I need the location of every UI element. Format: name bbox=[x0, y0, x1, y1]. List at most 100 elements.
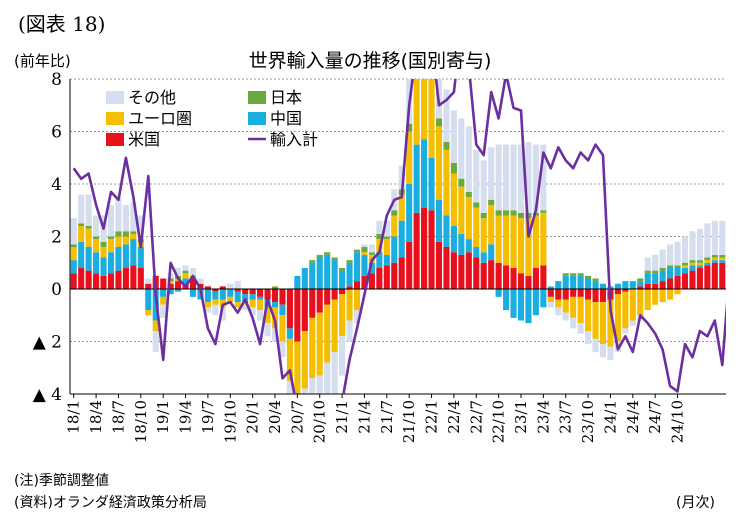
bar-other bbox=[540, 144, 547, 211]
x-tick-label: 21/1 bbox=[333, 400, 351, 434]
bar-china bbox=[681, 268, 689, 274]
bar-euro bbox=[585, 299, 592, 331]
y-tick-label: ▲ 4 bbox=[33, 385, 62, 405]
bar-us bbox=[316, 289, 323, 313]
bar-other bbox=[503, 144, 510, 211]
bar-other bbox=[465, 126, 472, 192]
bar-euro bbox=[152, 320, 159, 331]
bar-japan bbox=[346, 260, 353, 263]
bar-japan bbox=[339, 268, 346, 271]
bar-euro bbox=[599, 302, 607, 345]
bar-us bbox=[93, 273, 100, 289]
bar-china bbox=[376, 252, 383, 268]
bar-other bbox=[368, 244, 375, 253]
bar-euro bbox=[316, 312, 323, 376]
bar-china bbox=[592, 281, 599, 290]
bar-us bbox=[435, 241, 443, 289]
bar-us bbox=[689, 270, 696, 290]
bar-euro bbox=[555, 299, 562, 308]
bar-other bbox=[458, 118, 465, 179]
bar-us bbox=[719, 262, 726, 289]
bar-china bbox=[488, 244, 495, 261]
bar-euro bbox=[681, 265, 689, 269]
bar-other bbox=[197, 278, 204, 284]
bar-other bbox=[353, 310, 361, 324]
bar-euro bbox=[473, 207, 480, 247]
line-layer bbox=[72, 79, 726, 394]
bar-other bbox=[450, 110, 457, 163]
bar-euro bbox=[93, 239, 100, 253]
bar-other bbox=[286, 380, 293, 394]
bar-japan bbox=[473, 202, 480, 208]
bar-us bbox=[458, 254, 465, 290]
bar-china bbox=[339, 270, 346, 290]
bar-japan bbox=[353, 249, 361, 253]
bar-japan bbox=[592, 278, 599, 282]
bar-china bbox=[443, 215, 450, 247]
bar-japan bbox=[115, 231, 122, 237]
bar-japan bbox=[450, 163, 457, 174]
x-tick-label: 21/10 bbox=[400, 400, 418, 443]
bar-us bbox=[353, 281, 361, 290]
bar-china bbox=[234, 291, 241, 303]
bar-other bbox=[249, 307, 256, 316]
bar-us bbox=[70, 273, 77, 289]
x-tick-label: 21/4 bbox=[355, 400, 373, 434]
bar-japan bbox=[428, 61, 434, 71]
bar-euro bbox=[458, 186, 465, 234]
bar-china bbox=[249, 294, 256, 300]
bar-us bbox=[257, 289, 264, 297]
bar-us bbox=[398, 257, 405, 289]
bar-euro bbox=[107, 239, 115, 253]
bar-other bbox=[234, 281, 241, 290]
bar-us bbox=[599, 289, 607, 303]
bar-euro bbox=[353, 289, 361, 310]
x-tick-label: 19/1 bbox=[154, 400, 172, 434]
bar-us bbox=[115, 270, 122, 290]
bar-us bbox=[368, 273, 375, 289]
bar-euro bbox=[577, 296, 584, 324]
bar-euro bbox=[652, 289, 659, 305]
bar-china bbox=[719, 260, 726, 263]
bar-other bbox=[674, 241, 681, 266]
bar-euro bbox=[540, 212, 547, 266]
bar-other bbox=[592, 338, 599, 353]
bar-us bbox=[160, 278, 167, 289]
bar-euro bbox=[301, 331, 308, 389]
bar-other bbox=[517, 144, 525, 213]
bar-us bbox=[495, 262, 502, 289]
bar-us bbox=[681, 273, 689, 289]
x-tick-label: 24/1 bbox=[601, 400, 619, 434]
bar-japan bbox=[503, 210, 510, 216]
bar-euro bbox=[435, 126, 443, 200]
bar-us bbox=[644, 283, 651, 289]
bar-euro bbox=[421, 79, 428, 140]
bar-japan bbox=[368, 252, 375, 255]
x-tick-label: 19/10 bbox=[221, 400, 239, 443]
bar-other bbox=[421, 0, 427, 40]
x-tick-label: 23/7 bbox=[557, 400, 575, 434]
bar-other bbox=[555, 307, 562, 316]
x-tick-label: 19/4 bbox=[177, 400, 195, 434]
bar-euro bbox=[122, 236, 129, 245]
bar-china bbox=[585, 278, 592, 289]
bar-china bbox=[100, 257, 107, 276]
bar-us bbox=[339, 289, 346, 295]
bar-us bbox=[331, 289, 338, 300]
bar-other bbox=[152, 331, 159, 352]
bar-us bbox=[525, 275, 532, 290]
bar-china bbox=[652, 273, 659, 284]
bar-japan bbox=[383, 236, 390, 240]
bar-euro bbox=[719, 257, 726, 261]
bar-japan bbox=[271, 286, 279, 290]
bar-china bbox=[309, 262, 316, 289]
bar-china bbox=[495, 289, 502, 297]
bar-other bbox=[711, 220, 718, 255]
bar-euro bbox=[592, 302, 599, 339]
bar-japan bbox=[443, 142, 450, 150]
bar-japan bbox=[510, 210, 517, 216]
bar-china bbox=[577, 275, 584, 290]
bar-china bbox=[510, 289, 517, 318]
bar-euro bbox=[361, 252, 368, 255]
x-tick-label: 21/7 bbox=[378, 400, 396, 434]
